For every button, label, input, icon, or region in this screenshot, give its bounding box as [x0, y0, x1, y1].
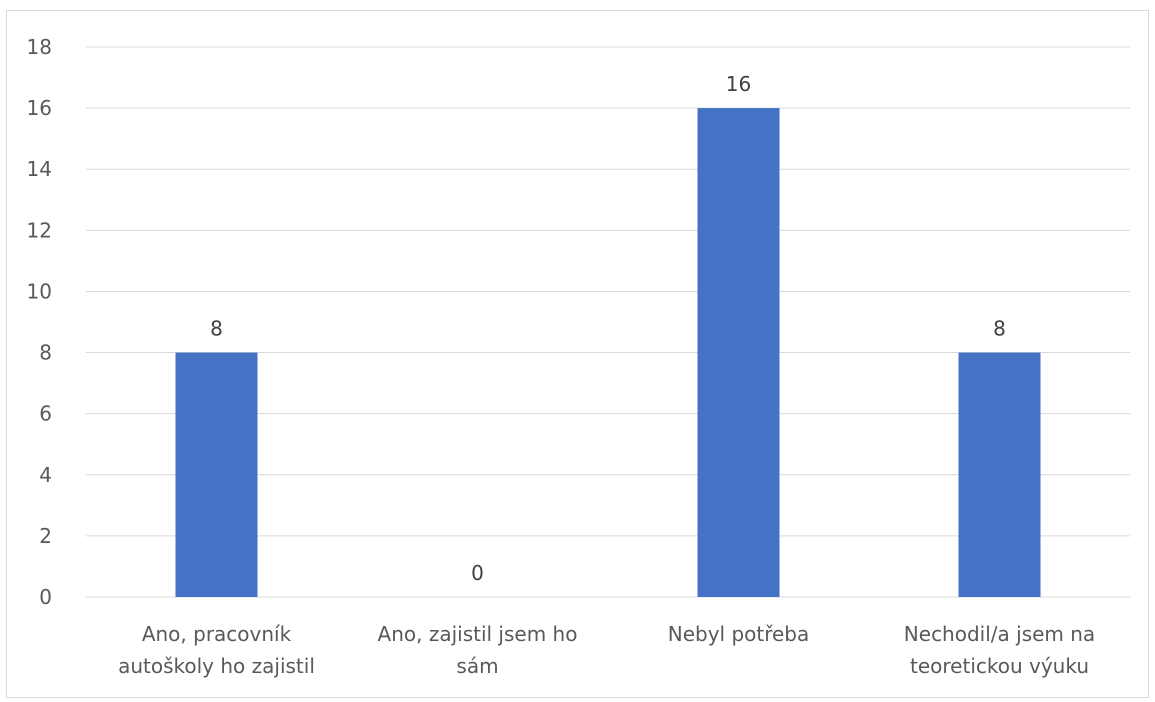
y-tick-label: 12: [27, 218, 52, 242]
bars: [175, 108, 1041, 597]
category-label: Nechodil/a jsem na teoretickou výuku: [904, 622, 1095, 678]
category-label: Ano, zajistil jsem ho sám: [378, 622, 578, 678]
data-label: 8: [993, 317, 1006, 341]
y-tick-label: 4: [39, 463, 52, 487]
y-tick-label: 8: [39, 341, 52, 365]
category-label: Ano, pracovník autoškoly ho zajistil: [118, 622, 315, 678]
category-label-line: Ano, zajistil jsem ho: [378, 622, 578, 646]
category-label-line: autoškoly ho zajistil: [118, 654, 315, 678]
category-label: Nebyl potřeba: [668, 622, 810, 646]
y-tick-label: 6: [39, 402, 52, 426]
y-axis-ticks: 0 2 4 6 8 10 12 14 16 18: [27, 35, 52, 609]
category-label-line: Ano, pracovník: [142, 622, 292, 646]
y-tick-label: 18: [27, 35, 52, 59]
category-label-line: teoretickou výuku: [910, 654, 1089, 678]
y-tick-label: 2: [39, 524, 52, 548]
data-labels: 8 0 16 8: [210, 72, 1006, 585]
category-label-line: sám: [456, 654, 498, 678]
data-label: 0: [471, 561, 484, 585]
bar: [175, 352, 258, 597]
data-label: 16: [726, 72, 751, 96]
data-label: 8: [210, 317, 223, 341]
y-tick-label: 14: [27, 157, 52, 181]
bar: [958, 352, 1041, 597]
gridlines: [86, 46, 1130, 598]
y-tick-label: 10: [27, 279, 52, 303]
bar: [697, 108, 780, 597]
y-tick-label: 0: [39, 585, 52, 609]
category-label-line: Nebyl potřeba: [668, 622, 810, 646]
y-tick-label: 16: [27, 96, 52, 120]
x-axis-categories: Ano, pracovník autoškoly ho zajistilAno, …: [118, 622, 1095, 678]
category-label-line: Nechodil/a jsem na: [904, 622, 1095, 646]
